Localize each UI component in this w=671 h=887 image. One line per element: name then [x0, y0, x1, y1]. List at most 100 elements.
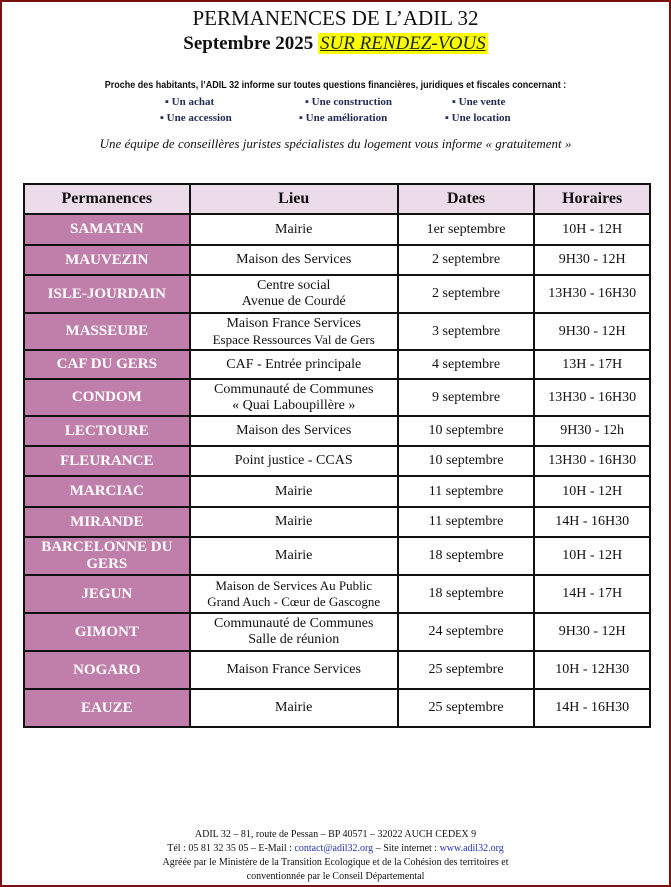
- hours: 14H - 16H30: [533, 506, 651, 538]
- column-header: Permanences: [23, 183, 191, 215]
- date: 3 septembre: [396, 312, 536, 351]
- topic-item: ▪ Un achat: [165, 96, 215, 108]
- date: 10 septembre: [396, 415, 536, 447]
- hours: 10H - 12H30: [533, 650, 651, 690]
- location: Maison de Services Au Public Grand Auch -…: [188, 574, 399, 614]
- hours: 9H30 - 12H: [533, 244, 651, 276]
- location: Maison des Services: [188, 244, 399, 276]
- footer-address: ADIL 32 – 81, route de Pessan – BP 40571…: [194, 829, 477, 840]
- location-line: Communauté de Communes: [214, 381, 374, 397]
- location-line: Mairie: [275, 221, 313, 237]
- permanence-name: CONDOM: [23, 378, 191, 417]
- date: 1er septembre: [396, 213, 536, 246]
- table-row: ISLE-JOURDAIN Centre social Avenue de Cour…: [23, 274, 651, 314]
- location-line: Mairie: [275, 700, 313, 715]
- location: Communauté de Communes Salle de réunion: [188, 612, 399, 652]
- footer: ADIL 32 – 81, route de Pessan – BP 40571…: [2, 828, 669, 884]
- permanence-name: MIRANDE: [23, 506, 191, 538]
- table-row: NOGARO Maison France Services 25 septembre…: [23, 650, 651, 690]
- hours: 13H30 - 16H30: [533, 274, 651, 314]
- location: Centre social Avenue de Courdé: [188, 274, 399, 314]
- location-line: Mairie: [275, 514, 313, 529]
- footer-approval: Agréée par le Ministère de la Transition…: [162, 857, 509, 868]
- location-line: Communauté de Communes: [214, 616, 374, 631]
- email-link[interactable]: contact@adil32.org: [294, 843, 374, 854]
- month: Septembre 2025: [183, 33, 314, 54]
- phone-text: Tél : 05 81 32 35 05 – E-Mail :: [167, 843, 295, 854]
- location: CAF - Entrée principale: [188, 349, 399, 380]
- hours: 13H30 - 16H30: [533, 445, 651, 477]
- hours: 10H - 12H: [533, 213, 651, 246]
- location: Mairie: [188, 536, 399, 576]
- location: Maison des Services: [188, 415, 399, 447]
- schedule-table: Permanences Lieu Dates Horaires SAMATAN M…: [23, 183, 651, 728]
- permanence-name: CAF DU GERS: [23, 349, 191, 380]
- table-row: CAF DU GERS CAF - Entrée principale 4 sept…: [23, 349, 651, 380]
- location-line: Maison des Services: [236, 252, 352, 267]
- location-line: Maison France Services: [226, 315, 361, 331]
- location: Mairie: [188, 688, 399, 728]
- location: Maison France Services: [188, 650, 399, 690]
- table-row: EAUZE Mairie 25 septembre 14H - 16H30: [23, 688, 651, 728]
- table-row: BARCELONNE DU GERS Mairie 18 septembre 10H …: [23, 536, 651, 576]
- permanence-name: LECTOURE: [23, 415, 191, 447]
- site-label: – Site internet :: [373, 843, 440, 854]
- permanence-name: SAMATAN: [23, 213, 191, 246]
- appointment-banner: SUR RENDEZ-VOUS: [318, 33, 488, 54]
- permanence-name: MARCIAC: [23, 475, 191, 508]
- team-text: Une équipe de conseillères juristes spéc…: [99, 136, 572, 151]
- table-row: MAUVEZIN Maison des Services 2 septembre 9H…: [23, 244, 651, 276]
- page-title: PERMANENCES DE L’ADIL 32: [192, 6, 479, 30]
- table-header-row: Permanences Lieu Dates Horaires: [23, 183, 651, 215]
- table-row: MIRANDE Mairie 11 septembre 14H - 16H30: [23, 506, 651, 538]
- permanence-name: EAUZE: [23, 688, 191, 728]
- footer-approval-2: conventionnée par le Conseil Département…: [246, 871, 425, 882]
- date: 18 septembre: [396, 574, 536, 614]
- permanence-name: JEGUN: [23, 574, 191, 614]
- hours: 14H - 17H: [533, 574, 651, 614]
- topic-item: ▪ Une amélioration: [299, 112, 388, 124]
- permanence-name: MAUVEZIN: [23, 244, 191, 276]
- hours: 10H - 12H: [533, 536, 651, 576]
- table-row: FLEURANCE Point justice - CCAS 10 septembr…: [23, 445, 651, 477]
- hours: 9H30 - 12H: [533, 312, 651, 351]
- permanence-name: NOGARO: [23, 650, 191, 690]
- intro-text: Proche des habitants, l’ADIL 32 informe …: [104, 80, 567, 91]
- location-line: CAF - Entrée principale: [226, 356, 362, 372]
- date: 11 septembre: [396, 475, 536, 508]
- location-line: Salle de réunion: [248, 632, 340, 647]
- location-line: Maison de Services Au Public: [215, 578, 373, 593]
- date: 18 septembre: [396, 536, 536, 576]
- date: 2 septembre: [396, 244, 536, 276]
- website-link[interactable]: www.adil32.org: [439, 843, 504, 854]
- location-line: Avenue de Courdé: [241, 294, 346, 309]
- table-row: JEGUN Maison de Services Au Public Grand A…: [23, 574, 651, 614]
- hours: 13H - 17H: [533, 349, 651, 380]
- date: 24 septembre: [396, 612, 536, 652]
- topic-item: ▪ Une construction: [305, 96, 393, 108]
- topic-item: ▪ Une accession: [160, 112, 232, 124]
- date: 25 septembre: [396, 650, 536, 690]
- column-header: Lieu: [188, 183, 399, 215]
- location: Mairie: [188, 506, 399, 538]
- permanence-name: ISLE-JOURDAIN: [23, 274, 191, 314]
- date: 11 septembre: [396, 506, 536, 538]
- location-line: Espace Ressources Val de Gers: [212, 331, 375, 347]
- permanence-name: BARCELONNE DU GERS: [23, 536, 191, 576]
- date: 9 septembre: [396, 378, 536, 417]
- page-subtitle: Septembre 2025 SUR RENDEZ-VOUS: [2, 33, 669, 55]
- table-row: MARCIAC Mairie 11 septembre 10H - 12H: [23, 475, 651, 508]
- hours: 9H30 - 12H: [533, 612, 651, 652]
- topic-item: ▪ Une location: [445, 112, 511, 124]
- location-line: Mairie: [275, 548, 313, 563]
- location: Point justice - CCAS: [188, 445, 399, 477]
- table-row: CONDOM Communauté de Communes « Quai Labou…: [23, 378, 651, 417]
- permanence-name: FLEURANCE: [23, 445, 191, 477]
- hours: 10H - 12H: [533, 475, 651, 508]
- location: Maison France Services Espace Ressources …: [188, 312, 399, 351]
- location-line: Centre social: [256, 278, 331, 293]
- date: 25 septembre: [396, 688, 536, 728]
- location-line: Mairie: [275, 483, 313, 499]
- topic-item: ▪ Une vente: [452, 96, 506, 108]
